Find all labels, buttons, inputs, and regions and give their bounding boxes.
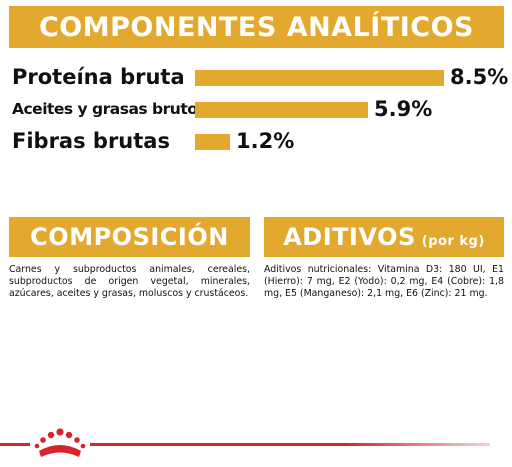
nutrient-row-protein: Proteína bruta 8.5%	[12, 62, 508, 92]
aditivos-title: ADITIVOS	[283, 223, 416, 251]
composicion-banner: COMPOSICIÓN	[9, 217, 250, 257]
composicion-title: COMPOSICIÓN	[30, 223, 229, 251]
aditivos-text: Aditivos nutricionales: Vitamina D3: 180…	[264, 264, 504, 299]
nutrient-label: Proteína bruta	[12, 65, 185, 89]
composicion-text: Carnes y subproductos animales, cereales…	[9, 264, 250, 299]
header-banner: COMPONENTES ANALÍTICOS	[9, 6, 504, 48]
nutrient-bar	[195, 134, 230, 150]
nutrient-bar	[195, 70, 444, 86]
nutrient-label: Fibras brutas	[12, 129, 170, 153]
header-title: COMPONENTES ANALÍTICOS	[38, 11, 475, 43]
aditivos-title-suffix: (por kg)	[421, 233, 485, 249]
royal-canin-crown-icon	[30, 426, 90, 462]
nutrient-value: 5.9%	[374, 97, 433, 121]
nutrient-bar	[195, 102, 368, 118]
nutrient-row-fat: Aceites y grasas brutos 5.9%	[12, 94, 508, 124]
nutrient-value: 8.5%	[450, 65, 509, 89]
nutrient-row-fiber: Fibras brutas 1.2%	[12, 126, 508, 156]
nutrient-label: Aceites y grasas brutos	[12, 100, 207, 118]
footer-divider	[0, 443, 490, 446]
nutrient-value: 1.2%	[236, 129, 295, 153]
aditivos-banner: ADITIVOS (por kg)	[264, 217, 504, 257]
